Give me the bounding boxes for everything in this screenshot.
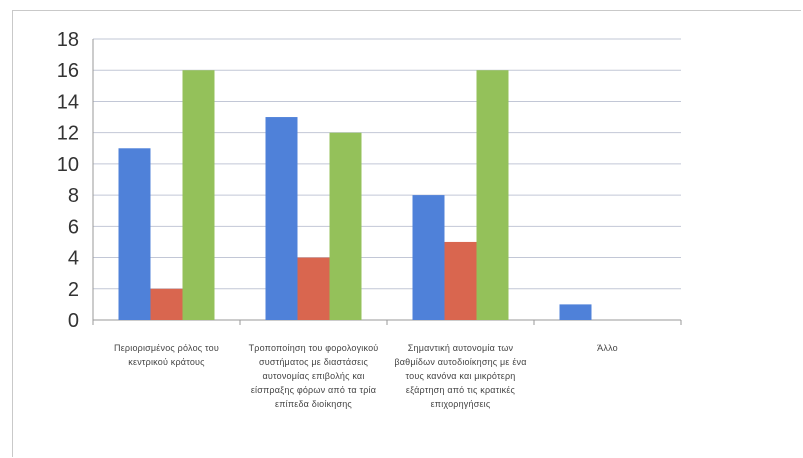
x-category-label: Τροποποίηση του φορολογικού συστήματος μ…	[248, 343, 379, 409]
y-tick-label: 0	[68, 310, 79, 332]
y-tick-label: 2	[68, 279, 79, 301]
bar	[150, 288, 183, 320]
y-tick-label: 14	[57, 91, 79, 113]
bar	[476, 70, 509, 320]
y-tick-label: 10	[57, 154, 79, 176]
y-tick-label: 16	[57, 60, 79, 82]
bar	[444, 241, 477, 320]
bar	[559, 304, 592, 320]
x-category-label: Περιορισμένος ρόλος του κεντρικού κράτου…	[114, 343, 219, 367]
chart-frame: 0 2 4 6 8 10 12 14 16 18 Περιορισμένος ρόλος του …	[12, 10, 801, 457]
bar	[118, 148, 151, 320]
bar	[329, 132, 362, 320]
bar	[265, 117, 298, 320]
y-tick-label: 8	[68, 185, 79, 207]
y-tick-label: 12	[57, 123, 79, 145]
y-tick-label: 18	[57, 29, 79, 51]
bar	[412, 195, 445, 320]
y-tick-label: 6	[68, 216, 79, 238]
bar-chart: 0 2 4 6 8 10 12 14 16 18	[57, 29, 682, 332]
bar	[297, 257, 330, 320]
x-category-label: Άλλο	[597, 343, 618, 353]
x-category-label: Σημαντική αυτονομία των βαθμίδων αυτοδιο…	[394, 343, 527, 409]
y-tick-label: 4	[68, 248, 79, 270]
bar	[182, 70, 215, 320]
